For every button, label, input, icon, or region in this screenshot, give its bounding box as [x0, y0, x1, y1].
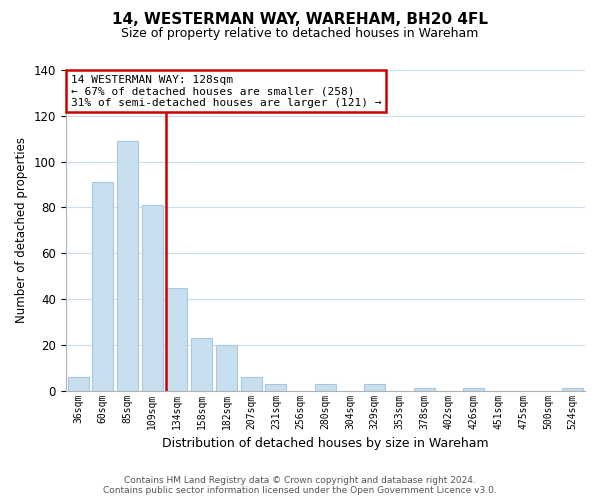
Bar [463, 388, 484, 390]
X-axis label: Distribution of detached houses by size in Wareham: Distribution of detached houses by size … [162, 437, 488, 450]
Bar [562, 388, 583, 390]
Text: 14, WESTERMAN WAY, WAREHAM, BH20 4FL: 14, WESTERMAN WAY, WAREHAM, BH20 4FL [112, 12, 488, 28]
Bar [364, 384, 385, 390]
Bar [166, 288, 187, 391]
Bar [68, 377, 89, 390]
Y-axis label: Number of detached properties: Number of detached properties [15, 138, 28, 324]
Bar [142, 205, 163, 390]
Text: Size of property relative to detached houses in Wareham: Size of property relative to detached ho… [121, 28, 479, 40]
Bar [92, 182, 113, 390]
Bar [191, 338, 212, 390]
Bar [241, 377, 262, 390]
Bar [414, 388, 435, 390]
Bar [117, 141, 138, 390]
Text: Contains HM Land Registry data © Crown copyright and database right 2024.
Contai: Contains HM Land Registry data © Crown c… [103, 476, 497, 495]
Text: 14 WESTERMAN WAY: 128sqm
← 67% of detached houses are smaller (258)
31% of semi-: 14 WESTERMAN WAY: 128sqm ← 67% of detach… [71, 75, 382, 108]
Bar [216, 345, 237, 391]
Bar [315, 384, 336, 390]
Bar [265, 384, 286, 390]
